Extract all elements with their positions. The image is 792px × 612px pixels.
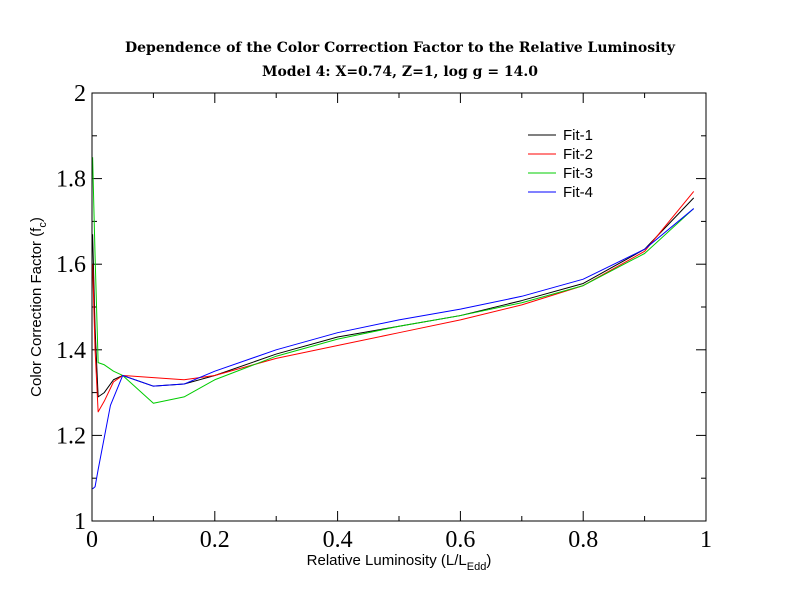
x-tick-label: 1 (700, 527, 712, 553)
chart-subtitle: Model 4: X=0.74, Z=1, log g = 14.0 (262, 64, 538, 80)
legend-label-3: Fit-3 (563, 165, 593, 182)
y-tick-labels: 1 1.2 1.4 1.6 1.8 2 (56, 81, 86, 535)
y-axis-label-subscript: c (37, 222, 49, 228)
y-axis-label-end: ) (28, 217, 45, 222)
y-tick-label: 1.8 (56, 167, 86, 193)
x-tick-label: 0.6 (445, 527, 475, 553)
y-tick-label: 2 (74, 81, 86, 107)
major-ticks (91, 92, 707, 522)
x-tick-labels: 0 0.2 0.4 0.6 0.8 1 (86, 527, 712, 553)
series-line-1 (92, 197, 695, 398)
series-line-3 (92, 157, 695, 404)
series-line-2 (92, 191, 695, 413)
y-tick-label: 1 (74, 509, 86, 535)
y-axis-label-main: Color Correction Factor (f (28, 227, 45, 397)
legend-label-2: Fit-2 (563, 146, 593, 163)
y-tick-label: 1.6 (56, 252, 86, 278)
x-tick-label: 0.2 (200, 527, 230, 553)
x-tick-label: 0.8 (568, 527, 598, 553)
chart-title: Dependence of the Color Correction Facto… (125, 40, 676, 56)
legend-label-1: Fit-1 (563, 127, 593, 144)
x-axis-label-end: ) (486, 552, 491, 569)
series-line-4 (92, 208, 695, 490)
x-axis-label-subscript: Edd (467, 561, 487, 573)
legend: Fit-1 Fit-2 Fit-3 Fit-4 (528, 127, 593, 201)
y-axis-label: Color Correction Factor (fc) (28, 217, 49, 397)
plot-frame (91, 92, 707, 522)
y-tick-label: 1.4 (56, 338, 86, 364)
series-lines (92, 157, 695, 490)
x-tick-label: 0 (86, 527, 98, 553)
x-tick-label: 0.4 (323, 527, 353, 553)
x-axis-label: Relative Luminosity (L/LEdd) (307, 552, 492, 573)
y-tick-label: 1.2 (56, 423, 86, 449)
minor-ticks (92, 93, 706, 521)
legend-label-4: Fit-4 (563, 184, 593, 201)
x-axis-label-main: Relative Luminosity (L/L (307, 552, 467, 569)
